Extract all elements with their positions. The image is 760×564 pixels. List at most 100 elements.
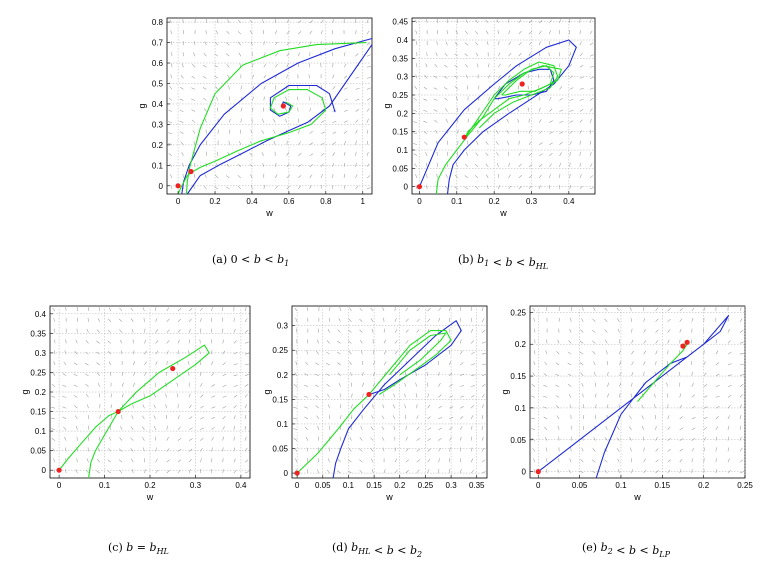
- quiver-arrow: [309, 164, 313, 168]
- quiver-arrow: [370, 426, 374, 430]
- quiver-arrow: [415, 382, 417, 387]
- quiver-arrow: [426, 371, 428, 376]
- quiver-arrow: [119, 329, 123, 333]
- quiver-arrow: [475, 31, 479, 35]
- quiver-arrow: [155, 469, 159, 474]
- quiver-arrow: [592, 351, 596, 355]
- quiver-arrow: [285, 96, 287, 101]
- quiver-arrow: [569, 130, 573, 134]
- quiver-arrow: [508, 185, 512, 190]
- quiver-arrow: [464, 42, 469, 46]
- quiver-arrow: [546, 339, 548, 344]
- quiver-arrow: [457, 129, 459, 134]
- quiver-arrow: [62, 395, 67, 398]
- quiver-arrow: [359, 437, 363, 441]
- quiver-arrow: [414, 19, 418, 24]
- quiver-arrow: [631, 469, 633, 474]
- quiver-arrow: [343, 185, 346, 190]
- y-tick-label: 0.05: [30, 447, 46, 456]
- quiver-arrow: [286, 140, 288, 145]
- quiver-arrow: [275, 63, 278, 68]
- quiver-arrow: [130, 437, 134, 441]
- quiver-arrow: [481, 471, 486, 474]
- quiver-arrow: [188, 448, 193, 452]
- quiver-arrow: [691, 394, 695, 398]
- quiver-arrow: [296, 96, 299, 101]
- quiver-arrow: [545, 447, 548, 452]
- quiver-arrow: [165, 404, 168, 409]
- quiver-arrow: [110, 393, 113, 398]
- quiver-arrow: [394, 458, 398, 463]
- quiver-arrow: [200, 447, 203, 452]
- quiver-arrow: [654, 382, 656, 387]
- quiver-arrow: [464, 30, 469, 35]
- quiver-arrow: [589, 30, 593, 35]
- quiver-arrow: [605, 339, 608, 344]
- quiver-arrow: [739, 394, 743, 398]
- y-tick-label: 0.2: [277, 371, 289, 380]
- quiver-arrow: [144, 469, 146, 474]
- quiver-arrow: [233, 415, 236, 420]
- quiver-arrow: [413, 132, 418, 134]
- quiver-arrow: [569, 63, 573, 68]
- quiver-arrow: [217, 107, 219, 112]
- quiver-arrow: [109, 371, 112, 376]
- quiver-arrow: [371, 415, 374, 420]
- quiver-arrow: [678, 371, 680, 376]
- quiver-arrow: [51, 438, 56, 441]
- quiver-arrow: [481, 329, 486, 333]
- quiver-arrow: [171, 41, 173, 46]
- series-green-curve: [463, 61, 559, 140]
- quiver-arrow: [604, 329, 608, 333]
- quiver-arrow: [179, 98, 184, 101]
- x-tick-label: 0.15: [655, 481, 671, 490]
- quiver-arrow: [222, 426, 225, 430]
- quiver-arrow: [416, 339, 419, 344]
- quiver-arrow: [517, 85, 520, 90]
- quiver-arrow: [76, 458, 78, 463]
- quiver-arrow: [317, 469, 320, 474]
- quiver-arrow: [188, 328, 191, 333]
- quiver-arrow: [579, 98, 584, 101]
- quiver-arrow: [366, 118, 369, 123]
- quiver-arrow: [538, 119, 542, 123]
- quiver-arrow: [304, 373, 309, 377]
- quiver-arrow: [423, 86, 428, 90]
- quiver-arrow: [383, 350, 387, 355]
- quiver-arrow: [471, 363, 475, 366]
- quiver-arrow: [604, 307, 608, 312]
- quiver-arrow: [228, 85, 230, 90]
- quiver-arrow: [616, 426, 620, 430]
- quiver-arrow: [739, 384, 744, 387]
- quiver-arrow: [107, 340, 112, 344]
- quiver-arrow: [459, 426, 463, 430]
- quiver-arrow: [382, 447, 385, 452]
- equilibrium-point: [366, 391, 372, 398]
- series-green-curve: [368, 330, 452, 395]
- quiver-arrow: [99, 415, 101, 420]
- quiver-arrow: [555, 395, 560, 398]
- x-tick-label: 0: [57, 481, 62, 490]
- quiver-arrow: [293, 428, 298, 431]
- quiver-arrow: [286, 152, 289, 156]
- quiver-arrow: [204, 41, 207, 46]
- quiver-arrow: [252, 96, 255, 101]
- quiver-arrow: [188, 393, 191, 398]
- quiver-arrow: [355, 119, 359, 123]
- equilibrium-point: [416, 184, 423, 190]
- quiver-arrow: [416, 459, 420, 463]
- quiver-arrow: [237, 175, 242, 179]
- quiver-arrow: [405, 318, 409, 322]
- quiver-arrow: [666, 382, 668, 387]
- quiver-arrow: [170, 74, 173, 79]
- quiver-arrow: [506, 129, 509, 134]
- quiver-arrow: [506, 118, 509, 123]
- quiver-arrow: [655, 436, 658, 441]
- quiver-arrow: [355, 109, 360, 112]
- quiver-arrow: [244, 471, 249, 474]
- quiver-arrow: [569, 185, 572, 190]
- quiver-arrow: [528, 41, 532, 46]
- quiver-arrow: [474, 175, 479, 179]
- quiver-arrow: [293, 383, 298, 387]
- quiver-arrow: [315, 350, 319, 355]
